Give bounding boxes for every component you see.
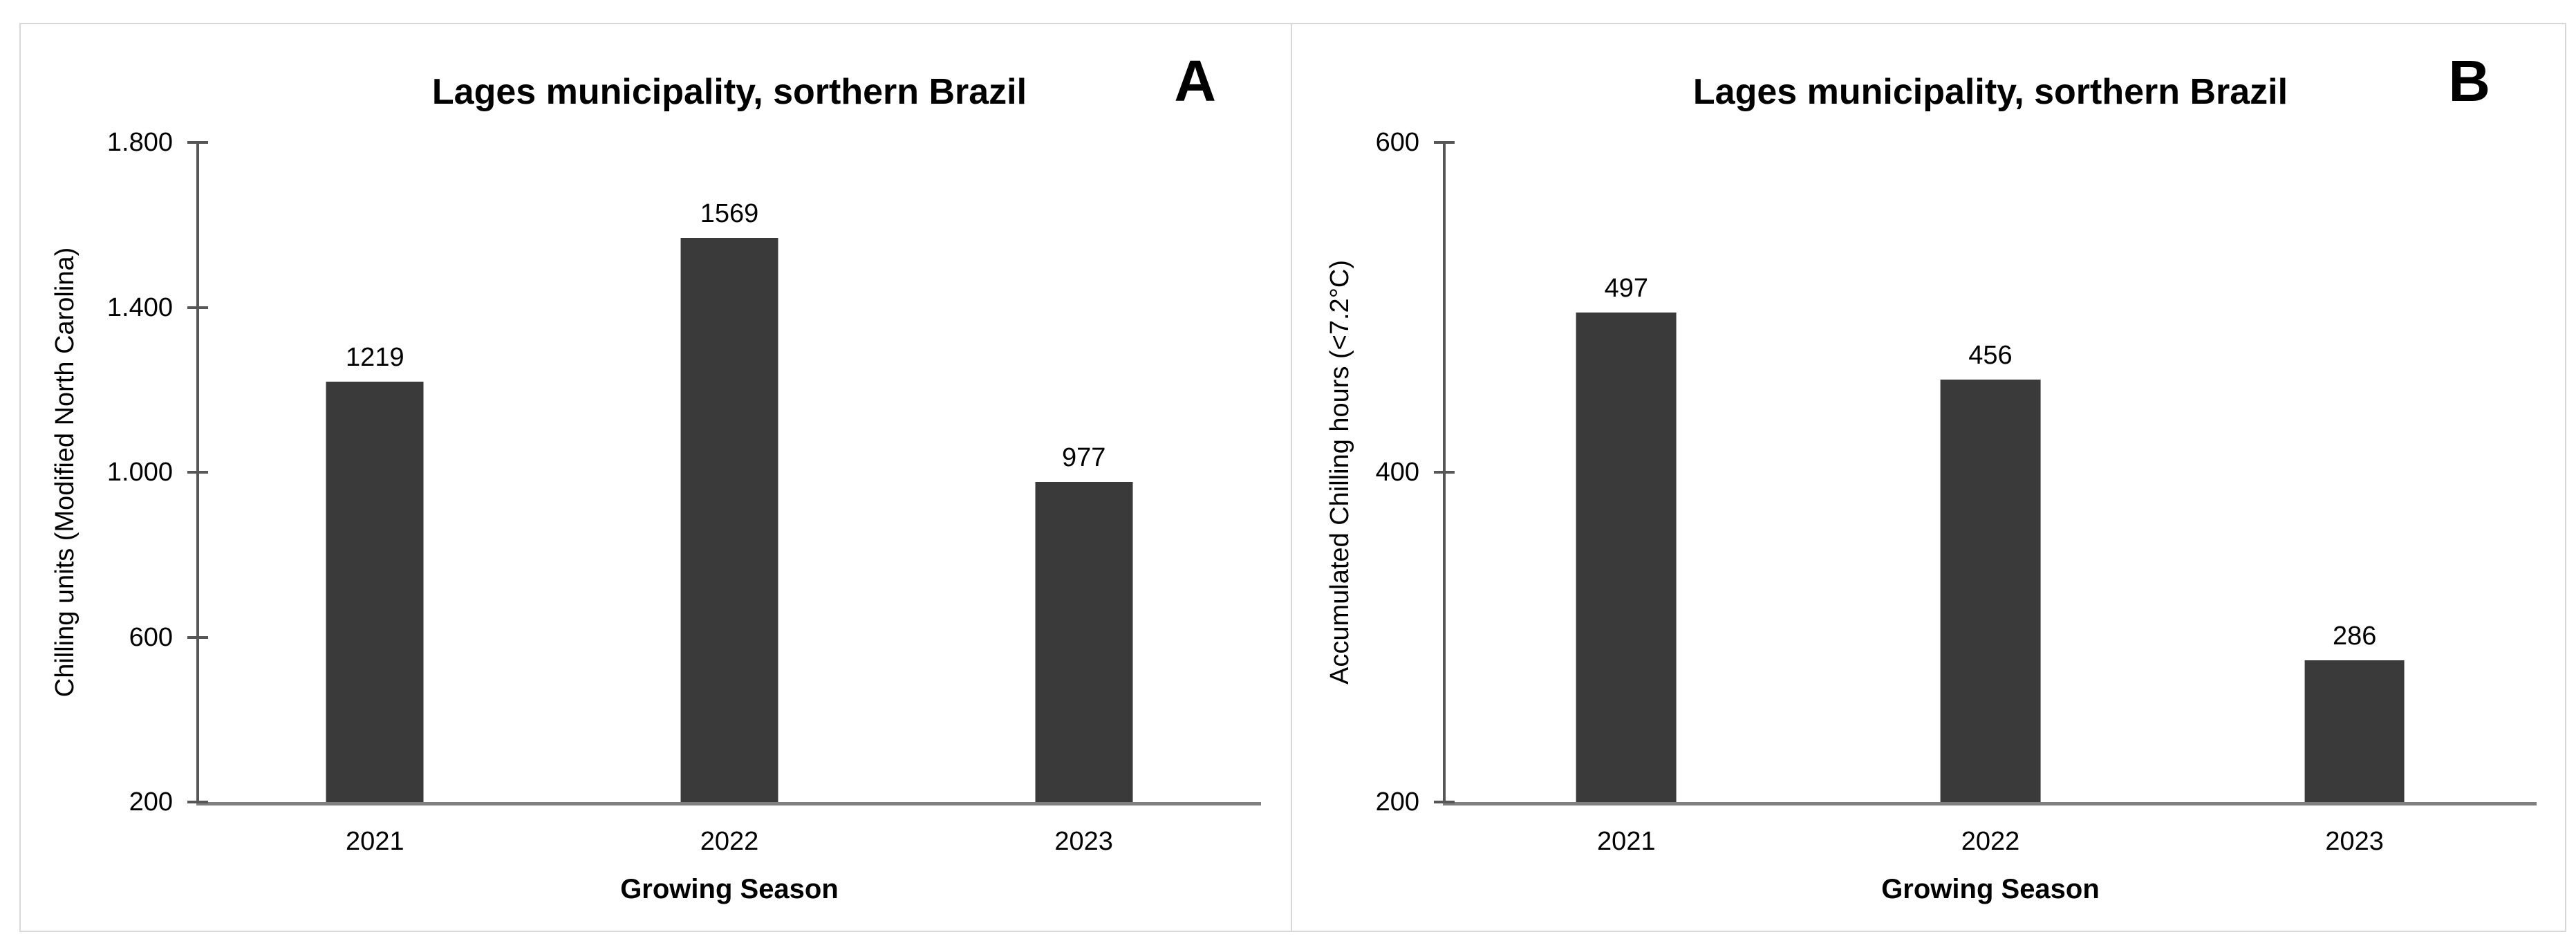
y-tick-mark: [1434, 471, 1455, 474]
x-tick-label: 2023: [2325, 827, 2384, 856]
y-axis-line: [1443, 142, 1446, 805]
plot-area-a: Growing Season 1.800 1.400 1.000 600 200 1219…: [107, 129, 1261, 904]
category-group: 286 2023: [2172, 142, 2537, 856]
y-tick-label: 1.000: [106, 458, 173, 487]
plot-area-b: Growing Season 600 400 200 497 2021 456 2022 28…: [1376, 129, 2537, 904]
category-group: 1219 2021: [198, 142, 552, 856]
panel-a: Lages municipality, sorthern Brazil A Ch…: [21, 24, 1291, 931]
bar: [680, 237, 778, 802]
y-tick-label: 400: [1375, 458, 1419, 487]
y-tick-label: 1.400: [106, 292, 173, 322]
panel-b: Lages municipality, sorthern Brazil B Ac…: [1291, 24, 2565, 931]
x-tick-label: 2021: [1597, 827, 1656, 856]
panel-letter-b: B: [2448, 48, 2490, 113]
category-group: 456 2022: [1809, 142, 2173, 856]
category-group: 1569 2022: [552, 142, 907, 856]
x-tick-label: 2022: [700, 827, 759, 856]
y-tick-mark: [187, 306, 208, 309]
bar: [1035, 481, 1133, 802]
bar-value-label: 1569: [700, 198, 759, 228]
x-axis-title-a: Growing Season: [620, 874, 839, 904]
y-tick-label: 200: [1375, 788, 1419, 817]
bar: [326, 382, 424, 802]
figure-border: Lages municipality, sorthern Brazil A Ch…: [19, 23, 2566, 932]
chart-title-a: Lages municipality, sorthern Brazil: [431, 72, 1027, 112]
x-axis-line: [1443, 802, 2537, 805]
category-group: 497 2021: [1444, 142, 1809, 856]
bar-value-label: 977: [1061, 443, 1106, 472]
bar-value-label: 1219: [346, 343, 404, 373]
x-axis-title-b: Growing Season: [1881, 874, 2100, 904]
y-axis-title-a: Chilling units (Modified North Carolina): [50, 247, 80, 698]
y-tick-label: 600: [129, 622, 173, 652]
x-tick-label: 2021: [346, 827, 404, 856]
y-tick-label: 1.800: [106, 128, 173, 157]
y-tick-mark: [187, 141, 208, 144]
y-tick-label: 600: [1375, 128, 1419, 157]
x-axis-line: [196, 802, 1261, 805]
bar-value-label: 286: [2332, 621, 2377, 651]
y-tick-mark: [187, 801, 208, 803]
y-tick-label: 200: [129, 788, 173, 817]
chart-title-b: Lages municipality, sorthern Brazil: [1692, 72, 2288, 112]
category-group: 977 2023: [906, 142, 1261, 856]
bar: [2304, 660, 2405, 802]
y-axis-line: [196, 142, 199, 805]
y-tick-mark: [187, 635, 208, 639]
bar-value-label: 456: [1968, 341, 2013, 371]
bar: [1940, 380, 2041, 802]
x-tick-label: 2023: [1054, 827, 1113, 856]
y-tick-mark: [1434, 801, 1455, 803]
y-tick-mark: [1434, 141, 1455, 144]
bar: [1576, 312, 1677, 802]
panel-letter-a: A: [1174, 48, 1216, 113]
y-tick-mark: [187, 471, 208, 474]
x-tick-label: 2022: [1961, 827, 2020, 856]
bar-value-label: 497: [1604, 273, 1649, 303]
y-axis-title-b: Accumulated Chilling hours (<7.2°C): [1325, 260, 1354, 684]
